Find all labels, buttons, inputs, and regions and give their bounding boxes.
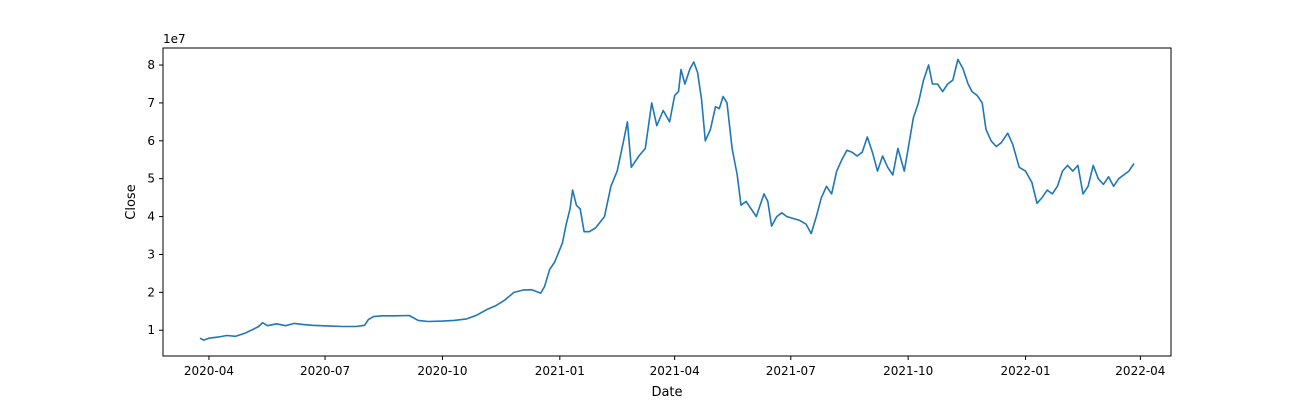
y-offset-label: 1e7: [163, 32, 186, 46]
x-tick-label: 2022-01: [1000, 364, 1050, 378]
x-tick-label: 2021-04: [650, 364, 700, 378]
y-tick-label: 7: [147, 96, 155, 110]
x-tick-label: 2020-07: [300, 364, 350, 378]
y-tick-label: 2: [147, 285, 155, 299]
y-tick-label: 8: [147, 58, 155, 72]
y-axis-label: Close: [124, 184, 139, 219]
y-tick-label: 3: [147, 247, 155, 261]
y-tick-label: 1: [147, 323, 155, 337]
close-price-line: [199, 58, 1135, 341]
plot-frame: [162, 47, 1172, 357]
x-axis: 2020-04 2020-07 2020-10 2021-01 2021-04 2021-…: [184, 356, 1165, 378]
y-tick-label: 6: [147, 134, 155, 148]
x-tick-label: 2020-04: [184, 364, 234, 378]
y-axis: 1 2 3 4 5 6 7 8: [147, 58, 163, 337]
x-tick-label: 2021-01: [535, 364, 585, 378]
x-tick-label: 2021-07: [766, 364, 816, 378]
x-axis-label: Date: [651, 385, 682, 400]
y-tick-label: 4: [147, 210, 155, 224]
plot-area: [162, 47, 1172, 357]
y-tick-label: 5: [147, 172, 155, 186]
x-tick-label: 2020-10: [417, 364, 467, 378]
x-tick-label: 2021-10: [883, 364, 933, 378]
x-tick-label: 2022-04: [1115, 364, 1165, 378]
